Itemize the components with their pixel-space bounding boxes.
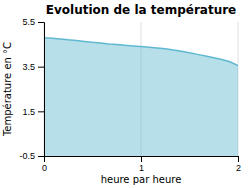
tick-label: 1.5 [22,107,35,117]
tick: 1.5 [22,107,44,117]
tick-label: 3.5 [22,62,35,72]
tick-label: 5.5 [22,17,35,27]
tick-mark [38,22,44,23]
y-axis-title: Température en °C [2,42,13,137]
tick: 0 [42,156,47,173]
tick-label: 1 [139,163,144,173]
tick: 3.5 [22,62,44,72]
tick: 5.5 [22,17,44,27]
grid [44,22,238,156]
tick-label: -0.5 [19,151,35,161]
line [44,38,238,66]
tick: 2 [236,156,241,173]
axis-line [45,157,239,163]
area [44,38,238,156]
tick: 1 [139,156,144,173]
tick-mark [238,156,239,162]
tick: -0.5 [19,151,44,161]
tick-mark [141,156,142,162]
plot-area: 0 1 2 -0.5 1.5 3.5 5.5 [19,17,241,173]
title: Evolution de la température [46,3,237,17]
x-axis-title: heure par heure [101,174,182,185]
tick-label: 2 [236,163,241,173]
tick-mark [38,156,44,157]
tick-mark [38,67,44,68]
marks [44,38,238,156]
axis-line [38,23,45,157]
chart: 0 1 2 -0.5 1.5 3.5 5.5 Evolution de la températ… [0,0,250,188]
tick-mark [38,111,44,112]
tick-label: 0 [42,163,47,173]
y-axis: -0.5 1.5 3.5 5.5 [19,17,44,161]
x-axis: 0 1 2 [42,156,241,173]
